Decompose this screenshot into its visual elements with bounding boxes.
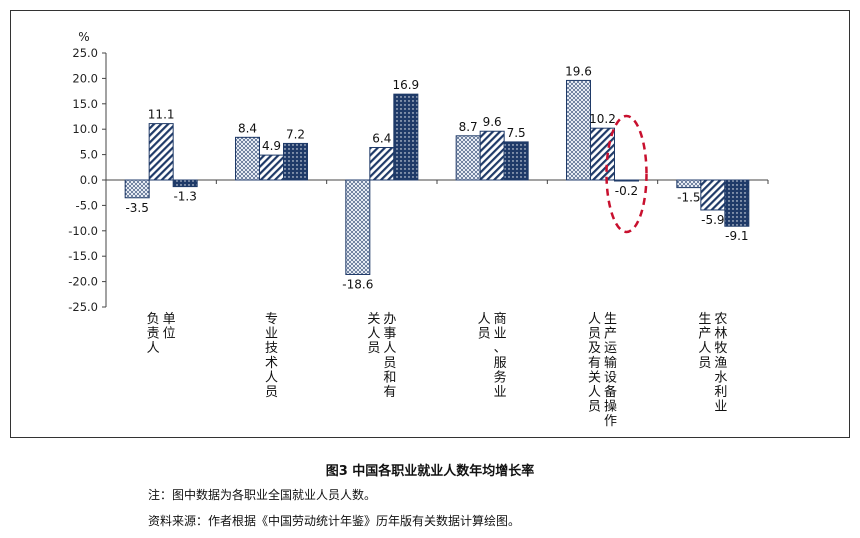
bar-cat1-series2 — [283, 142, 308, 181]
x-category-label: 生产人员 — [698, 312, 711, 371]
data-label: 10.2 — [589, 112, 616, 126]
figure-note: 注：图中数据为各职业全国就业人员人数。 — [148, 488, 377, 502]
x-category-label: 商业、服务业 — [494, 312, 507, 400]
x-category-label: 人员 — [478, 312, 491, 342]
bar-cat2-series2 — [393, 93, 419, 181]
data-label: 6.4 — [372, 131, 391, 145]
data-label: -3.5 — [125, 201, 148, 215]
y-tick-label: -10.0 — [68, 224, 98, 238]
figure-source: 资料来源：作者根据《中国劳动统计年鉴》历年版有关数据计算绘图。 — [148, 514, 521, 528]
chart-frame: 25.0 20.0 15.0 10.0 5.0 0.0 -5.0 -10.0 -15.0 -20.… — [10, 10, 850, 438]
data-label: 4.9 — [262, 139, 281, 153]
bar-cat2-series1 — [369, 146, 395, 181]
bar-chart: 25.0 20.0 15.0 10.0 5.0 0.0 -5.0 -10.0 -15.0 -20.… — [68, 30, 769, 429]
y-tick-label: -15.0 — [68, 249, 98, 263]
data-label: 16.9 — [392, 78, 419, 92]
bar-cat3-series0 — [455, 135, 481, 181]
data-label: 11.1 — [148, 108, 175, 122]
x-category-label: 人员及有关人员 — [588, 312, 601, 415]
bar-cat4-series0 — [566, 79, 591, 181]
x-category-label: 办事人员和有 — [383, 312, 396, 400]
figure-title: 图3 中国各职业就业人数年均增长率 — [325, 464, 535, 479]
x-category-label: 单位 — [163, 312, 176, 342]
data-label: -1.3 — [173, 190, 196, 204]
data-label: 7.5 — [507, 126, 526, 140]
data-label: -9.1 — [725, 229, 748, 243]
data-label: 8.7 — [459, 120, 478, 134]
bar-cat3-series2 — [503, 141, 529, 181]
bar-cat1-series1 — [259, 154, 284, 181]
y-tick-label: 20.0 — [72, 71, 98, 85]
x-category-label: 负责人 — [147, 312, 160, 356]
data-label: 19.6 — [565, 64, 592, 78]
bar-cat0-series1 — [148, 123, 174, 181]
bar-cat0-series2 — [172, 179, 198, 188]
data-label: -0.2 — [615, 184, 638, 198]
y-tick-label: -25.0 — [68, 300, 98, 314]
bar-cat4-series2 — [614, 179, 639, 182]
data-label: -1.5 — [677, 191, 700, 205]
bar-cat1-series0 — [235, 136, 260, 181]
data-label: -5.9 — [701, 213, 724, 227]
y-tick-label: 5.0 — [80, 148, 98, 162]
bar-cat0-series0 — [124, 179, 150, 199]
y-axis-unit-label: % — [78, 30, 89, 44]
y-tick-label: 25.0 — [72, 46, 98, 60]
bar-cat2-series0 — [345, 179, 371, 275]
bar-cat5-series1 — [700, 179, 726, 211]
y-tick-label: 0.0 — [80, 173, 98, 187]
y-tick-label: 10.0 — [72, 122, 98, 136]
bar-cat5-series0 — [676, 179, 702, 189]
y-tick-label: -20.0 — [68, 275, 98, 289]
data-label: -18.6 — [342, 277, 373, 291]
y-tick-label: -5.0 — [76, 198, 98, 212]
y-tick-label: 15.0 — [72, 97, 98, 111]
x-category-label: 农林牧渔水利业 — [714, 312, 727, 415]
bar-cat3-series1 — [479, 130, 505, 181]
highlight-ellipse — [605, 114, 648, 234]
x-category-label: 专业技术人员 — [265, 312, 278, 400]
data-label: 7.2 — [286, 127, 305, 141]
x-category-label: 生产运输设备操作 — [604, 312, 617, 429]
bar-cat5-series2 — [724, 179, 750, 227]
bar-cat4-series1 — [590, 127, 615, 181]
data-label: 8.4 — [238, 121, 257, 135]
data-label: 9.6 — [483, 115, 502, 129]
x-category-label: 关人员 — [367, 312, 380, 356]
